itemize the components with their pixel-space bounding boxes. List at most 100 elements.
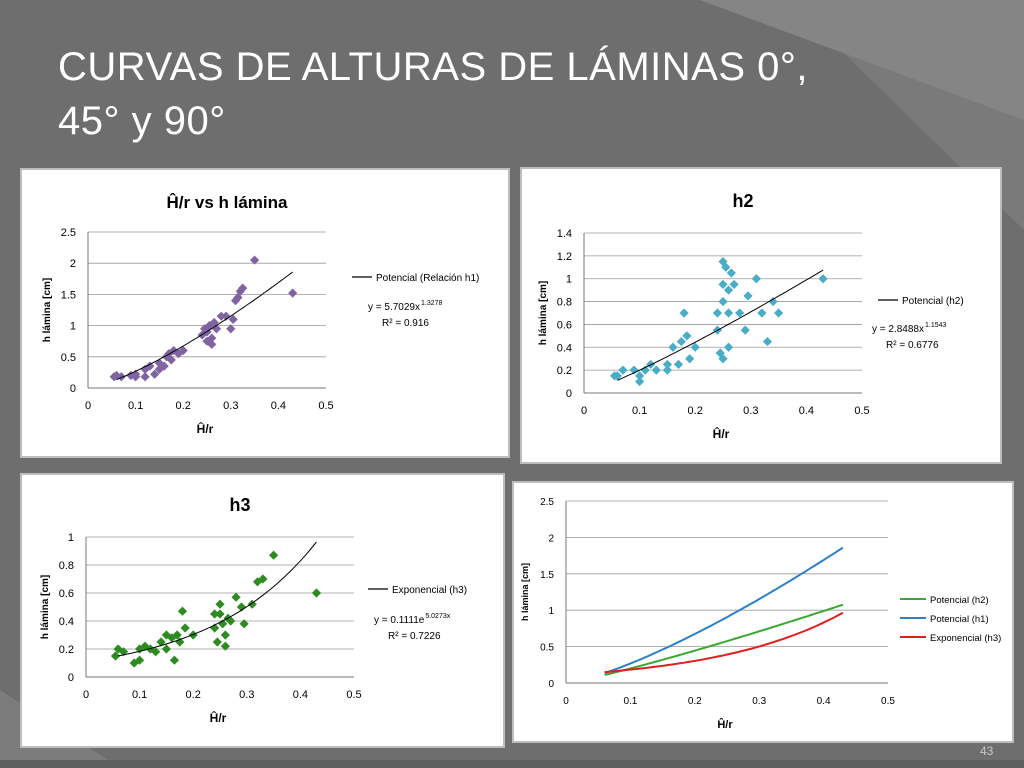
trendline-equation-exponent: 1.3278 [421, 300, 443, 307]
r-squared: R² = 0.916 [382, 318, 429, 329]
x-tick-label: 0.4 [799, 405, 814, 417]
legend-label: Potencial (h1) [930, 614, 989, 625]
data-point [207, 339, 217, 349]
x-axis-label: Ĥ/r [717, 718, 733, 731]
data-point [640, 365, 650, 375]
data-point [178, 345, 188, 356]
x-tick-label: 0.2 [688, 696, 702, 707]
y-tick-label: 0.4 [557, 342, 572, 354]
chart-panel-comparison: 0 0.5 1 1.5 2 2.5 0 0.1 0.2 0.3 0.4 0.5 Ĥ/r h lámina … [512, 481, 1014, 743]
x-tick-label: 0.1 [132, 689, 147, 701]
data-point [673, 359, 684, 370]
data-point [135, 655, 145, 665]
data-point [172, 630, 182, 640]
data-point [743, 291, 753, 301]
x-tick-label: 0.4 [293, 689, 308, 701]
y-tick-label: 0.8 [59, 560, 74, 572]
y-tick-label: 0 [68, 672, 74, 684]
series-line [604, 546, 844, 675]
data-point [712, 308, 723, 318]
y-tick-label: 0.6 [59, 588, 74, 600]
data-point [729, 279, 739, 290]
data-point [239, 619, 249, 629]
x-tick-label: 0.2 [688, 405, 703, 417]
y-tick-label: 1.5 [540, 570, 554, 581]
y-tick-label: 0.2 [557, 365, 572, 377]
y-axis-label: h lámina [cm] [538, 281, 549, 345]
chart-title: h3 [229, 495, 250, 515]
r-squared: R² = 0.6776 [886, 340, 939, 351]
data-point [116, 372, 126, 382]
data-point [169, 655, 180, 665]
chart-panel-h3: h3 0 0.2 0.4 0.6 0.8 1 0 0.1 0.2 0.3 0.4 0.5 Ĥ/r h lám… [20, 473, 505, 748]
data-point [140, 372, 150, 382]
trendline [116, 271, 293, 380]
x-tick-label: 0.2 [176, 400, 191, 412]
data-point [221, 311, 231, 321]
x-tick-label: 0.4 [817, 696, 831, 707]
data-point [679, 308, 689, 318]
data-point [774, 308, 784, 318]
x-axis-label: Ĥ/r [713, 426, 730, 441]
data-point [226, 616, 236, 626]
y-tick-label: 1.5 [61, 289, 76, 301]
trendline-equation: y = 0.1111e [374, 615, 425, 626]
y-tick-label: 0.6 [557, 319, 572, 331]
x-tick-label: 0.3 [752, 696, 766, 707]
x-tick-label: 0.5 [318, 400, 333, 412]
y-tick-label: 2.5 [540, 497, 554, 508]
y-tick-label: 1 [68, 532, 74, 544]
data-point [228, 314, 238, 324]
y-tick-label: 0 [70, 383, 76, 395]
data-point [110, 651, 121, 661]
legend-label: Potencial (h2) [902, 296, 964, 307]
data-point [723, 285, 734, 295]
data-point [151, 647, 161, 657]
data-point [258, 574, 268, 584]
data-point [723, 342, 734, 352]
chart-h3-svg: h3 0 0.2 0.4 0.6 0.8 1 0 0.1 0.2 0.3 0.4 0.5 Ĥ/r h lám… [40, 495, 467, 725]
data-point [269, 550, 279, 560]
data-point [311, 588, 322, 598]
legend-label: Potencial (Relación h1) [376, 273, 479, 284]
chart-comparison-svg: 0 0.5 1 1.5 2 2.5 0 0.1 0.2 0.3 0.4 0.5 Ĥ/r h lámina … [520, 497, 1001, 731]
x-tick-label: 0.1 [623, 696, 637, 707]
x-tick-label: 0.5 [854, 405, 869, 417]
data-point [682, 331, 692, 341]
legend-label: Exponencial (h3) [930, 633, 1001, 644]
title-line-1: CURVAS DE ALTURAS DE LÁMINAS 0°, [58, 45, 808, 89]
x-tick-label: 0.1 [632, 405, 647, 417]
y-tick-label: 0.5 [61, 352, 76, 364]
y-tick-label: 1 [70, 321, 76, 333]
data-point [723, 308, 734, 318]
x-tick-label: 0.2 [186, 689, 201, 701]
data-point [220, 641, 230, 651]
data-point [212, 637, 222, 647]
x-tick-label: 0.5 [346, 689, 361, 701]
y-tick-label: 2 [548, 533, 554, 544]
data-point [685, 354, 695, 364]
x-tick-label: 0.3 [743, 405, 758, 417]
trendline-equation: y = 5.7029x [368, 302, 420, 313]
x-tick-label: 0.3 [239, 689, 254, 701]
data-point [676, 336, 686, 347]
x-tick-label: 0 [581, 405, 587, 417]
y-tick-label: 1 [548, 606, 554, 617]
y-tick-label: 1.2 [557, 251, 572, 263]
trendline-equation: y = 2.8488x [872, 324, 924, 335]
trendline [617, 269, 824, 381]
y-tick-label: 1.4 [557, 228, 572, 240]
chart-h1-svg: Ĥ/r vs h lámina 0 0.5 1 1.5 2 2.5 0 0.1 0.2 0.3 0.4… [42, 193, 479, 436]
legend-label: Potencial (h2) [930, 595, 989, 606]
data-point [220, 630, 230, 640]
chart-h2-svg: h2 0 0.2 0.4 0.6 0.8 1 1.2 1.4 0 0.1 0.2 0.3 0.4 0.5 Ĥ/… [538, 191, 964, 441]
y-tick-label: 2 [70, 258, 76, 270]
y-tick-label: 2.5 [61, 227, 76, 239]
data-point [230, 296, 241, 306]
slide-title: CURVAS DE ALTURAS DE LÁMINAS 0°, 45° y 9… [58, 40, 958, 148]
data-point [718, 354, 728, 364]
title-line-2: 45° y 90° [58, 99, 226, 143]
x-axis-label: Ĥ/r [197, 421, 214, 436]
data-point [161, 644, 171, 654]
data-point [175, 637, 185, 647]
